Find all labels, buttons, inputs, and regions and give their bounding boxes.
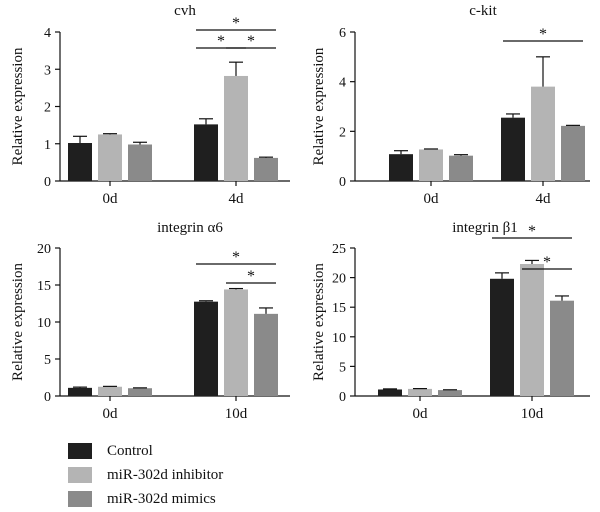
- y-tick-label: 0: [339, 175, 346, 190]
- bar: [438, 390, 462, 396]
- y-tick-label: 4: [44, 26, 51, 41]
- y-tick-label: 0: [44, 390, 51, 405]
- bar: [224, 75, 248, 181]
- legend-item-mimics: miR-302d mimics: [68, 488, 223, 510]
- bar: [501, 117, 525, 181]
- y-tick-label: 3: [44, 63, 51, 78]
- bar: [194, 301, 218, 396]
- bar: [194, 124, 218, 181]
- bar: [449, 155, 473, 181]
- y-tick-label: 10: [37, 316, 51, 331]
- chart-title: c-kit: [469, 3, 497, 19]
- significance-star: *: [217, 33, 225, 50]
- y-tick-label: 0: [339, 390, 346, 405]
- significance-star: *: [247, 33, 255, 50]
- x-tick-label: 4d: [536, 191, 552, 207]
- x-tick-label: 0d: [413, 406, 429, 422]
- bar: [490, 278, 514, 396]
- y-tick-label: 2: [339, 125, 346, 140]
- bar: [550, 300, 574, 396]
- legend-item-inhibitor: miR-302d inhibitor: [68, 464, 223, 486]
- y-tick-label: 15: [37, 279, 51, 294]
- bar: [408, 388, 432, 396]
- legend-swatch-control: [68, 443, 92, 459]
- y-tick-label: 0: [44, 175, 51, 190]
- significance-star: *: [539, 26, 547, 43]
- chart-title: integrin α6: [157, 220, 223, 236]
- bar: [520, 263, 544, 396]
- bar: [531, 86, 555, 181]
- y-axis-label: Relative expression: [10, 263, 26, 381]
- chart-title: cvh: [174, 3, 196, 19]
- bar: [98, 386, 122, 396]
- y-axis-label: Relative expression: [311, 47, 327, 165]
- y-tick-label: 10: [332, 331, 346, 346]
- chart-title: integrin β1: [452, 220, 518, 236]
- legend: Control miR-302d inhibitor miR-302d mimi…: [68, 440, 223, 512]
- bar: [419, 149, 443, 181]
- bar: [128, 388, 152, 396]
- bar: [254, 313, 278, 396]
- legend-label-mimics: miR-302d mimics: [107, 490, 216, 507]
- y-axis-label: Relative expression: [311, 263, 327, 381]
- significance-star: *: [247, 268, 255, 285]
- significance-star: *: [543, 254, 551, 271]
- bar: [389, 154, 413, 181]
- y-axis-label: Relative expression: [10, 47, 26, 165]
- bar: [254, 157, 278, 181]
- y-tick-label: 20: [37, 242, 51, 257]
- bar: [98, 134, 122, 181]
- x-tick-label: 0d: [424, 191, 440, 207]
- x-tick-label: 0d: [103, 191, 119, 207]
- bar: [378, 389, 402, 396]
- significance-star: *: [232, 249, 240, 266]
- legend-item-control: Control: [68, 440, 223, 462]
- y-tick-label: 25: [332, 242, 346, 257]
- x-tick-label: 10d: [225, 406, 248, 422]
- significance-star: *: [232, 15, 240, 32]
- y-tick-label: 2: [44, 101, 51, 116]
- legend-label-inhibitor: miR-302d inhibitor: [107, 466, 224, 483]
- y-tick-label: 15: [332, 301, 346, 316]
- bar: [68, 387, 92, 396]
- x-tick-label: 10d: [521, 406, 544, 422]
- bar: [561, 125, 585, 181]
- legend-swatch-inhibitor: [68, 467, 92, 483]
- legend-swatch-mimics: [68, 491, 92, 507]
- x-tick-label: 4d: [229, 191, 245, 207]
- x-tick-label: 0d: [103, 406, 119, 422]
- y-tick-label: 6: [339, 26, 346, 41]
- significance-star: *: [528, 223, 536, 240]
- legend-label-control: Control: [107, 442, 153, 459]
- y-tick-label: 4: [339, 76, 346, 91]
- y-tick-label: 5: [44, 353, 51, 368]
- y-tick-label: 5: [339, 360, 346, 375]
- bar: [224, 289, 248, 396]
- y-tick-label: 1: [44, 138, 51, 153]
- y-tick-label: 20: [332, 272, 346, 287]
- bar: [128, 144, 152, 181]
- bar: [68, 143, 92, 181]
